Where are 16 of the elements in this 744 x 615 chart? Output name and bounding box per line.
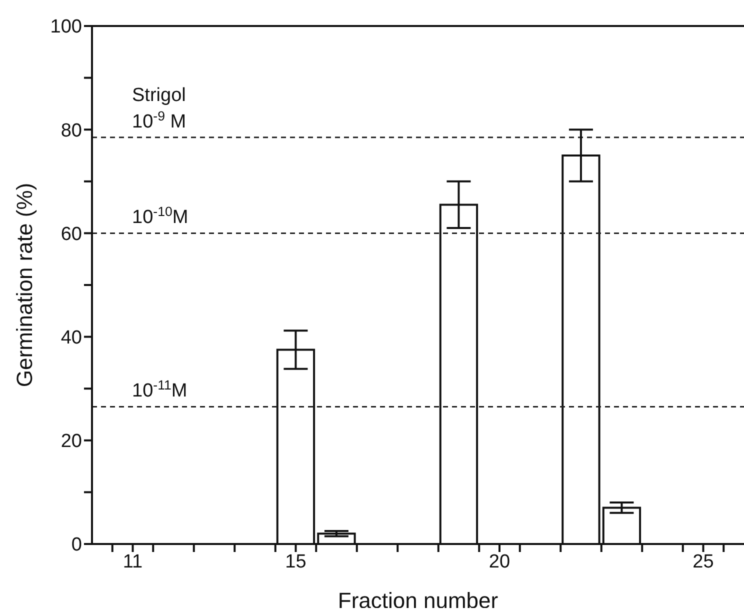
y-axis-title: Germination rate (%) — [12, 182, 37, 388]
y-tick-label: 100 — [50, 16, 82, 38]
y-tick-label: 20 — [60, 431, 82, 452]
ref-line-label: 10$^{-11}$M — [132, 377, 188, 402]
y-tick-label: 0 — [71, 534, 82, 556]
y-tick-label: 40 — [60, 328, 82, 349]
ref-line-label: 10$^{-10}$M — [132, 204, 188, 228]
x-tick-label: 11 — [122, 551, 143, 572]
ref-line-label: 10$^{-9}$ M — [132, 108, 186, 132]
x-axis-title: Fraction number — [338, 588, 498, 613]
x-tick-label: 25 — [692, 551, 714, 572]
y-tick-label: 80 — [60, 120, 82, 142]
y-tick-label: 60 — [60, 224, 82, 245]
x-tick-label: 20 — [488, 551, 510, 572]
annotation: Strigol — [132, 85, 186, 106]
x-tick-label: 15 — [285, 551, 306, 572]
